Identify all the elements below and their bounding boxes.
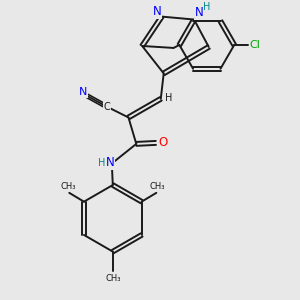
Text: H: H xyxy=(165,93,172,103)
Text: CH₃: CH₃ xyxy=(105,274,121,283)
Text: CH₃: CH₃ xyxy=(61,182,76,190)
Text: N: N xyxy=(152,5,161,18)
Text: H: H xyxy=(98,158,106,167)
Text: N: N xyxy=(106,156,114,169)
Text: O: O xyxy=(158,136,167,149)
Text: CH₃: CH₃ xyxy=(149,182,165,190)
Text: N: N xyxy=(195,6,203,19)
Text: C: C xyxy=(103,102,110,112)
Text: N: N xyxy=(79,87,88,97)
Text: H: H xyxy=(203,2,211,12)
Text: Cl: Cl xyxy=(249,40,260,50)
